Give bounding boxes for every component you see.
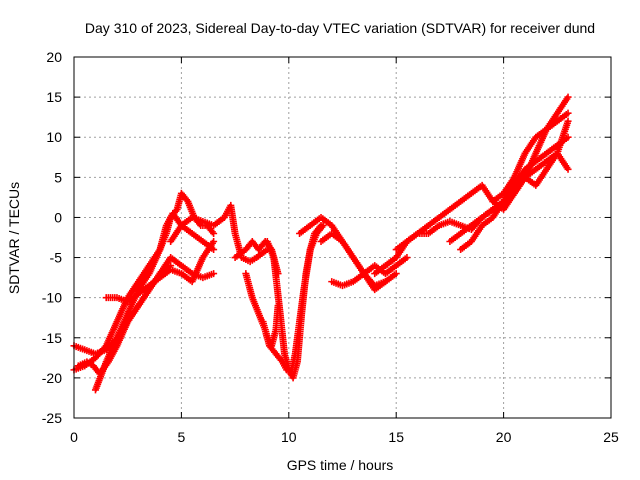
plot-frame bbox=[73, 56, 612, 419]
x-tick-label: 0 bbox=[70, 429, 78, 445]
x-tick-label: 5 bbox=[178, 429, 186, 445]
data-point bbox=[317, 221, 325, 229]
y-tick-label: -20 bbox=[42, 370, 62, 386]
data-point bbox=[392, 270, 400, 278]
y-tick-label: 15 bbox=[46, 89, 62, 105]
y-axis-label: SDTVAR / TECUs bbox=[6, 182, 22, 294]
y-tick-label: -5 bbox=[50, 250, 63, 266]
y-tick-label: 20 bbox=[46, 49, 62, 65]
x-tick-label: 20 bbox=[496, 429, 512, 445]
x-axis-label: GPS time / hours bbox=[287, 457, 394, 473]
data-point bbox=[564, 165, 572, 173]
data-point bbox=[564, 117, 572, 125]
y-tick-label: 5 bbox=[54, 169, 62, 185]
x-tick-label: 10 bbox=[281, 429, 297, 445]
x-tick-label: 15 bbox=[388, 429, 404, 445]
data-point bbox=[210, 229, 218, 237]
x-tick-label: 25 bbox=[603, 429, 619, 445]
data-point bbox=[210, 270, 218, 278]
data-point bbox=[210, 246, 218, 254]
y-tick-label: -15 bbox=[42, 330, 62, 346]
y-tick-label: 0 bbox=[54, 209, 62, 225]
data-points bbox=[70, 93, 572, 394]
data-point bbox=[564, 93, 572, 101]
y-tick-label: 10 bbox=[46, 129, 62, 145]
y-tick-label: -10 bbox=[42, 290, 62, 306]
x-tick-labels: 0 5 10 15 20 25 bbox=[70, 429, 619, 445]
data-point bbox=[403, 254, 411, 262]
grid-lines bbox=[74, 57, 611, 418]
chart-title: Day 310 of 2023, Sidereal Day-to-day VTE… bbox=[85, 20, 595, 36]
y-tick-label: -25 bbox=[42, 410, 62, 426]
data-point bbox=[210, 238, 218, 246]
y-tick-labels: -25 -20 -15 -10 -5 0 5 10 15 20 bbox=[42, 49, 62, 426]
data-point bbox=[564, 109, 572, 117]
